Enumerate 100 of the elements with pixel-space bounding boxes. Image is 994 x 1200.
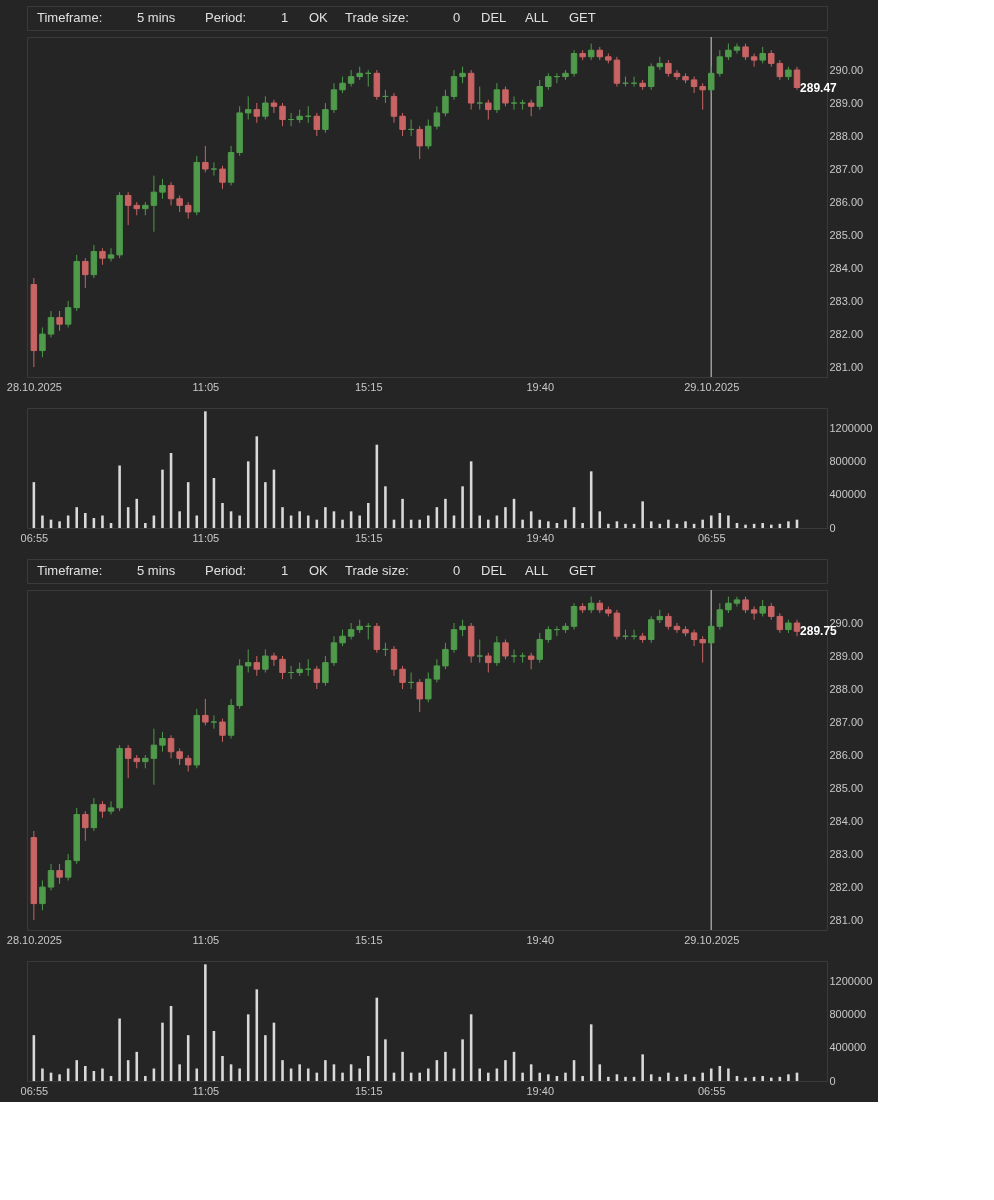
candlestick xyxy=(476,639,483,664)
bar xyxy=(667,1072,670,1081)
bar xyxy=(246,461,250,528)
bar xyxy=(358,1068,361,1081)
candlestick xyxy=(270,99,278,114)
y-tick-label: 289.00 xyxy=(829,96,864,109)
candlestick xyxy=(150,175,158,233)
candlestick xyxy=(476,86,483,111)
y-tick-label: 400000 xyxy=(829,488,867,501)
candlestick xyxy=(373,622,381,654)
candlestick xyxy=(244,648,252,674)
text: Trade size: xyxy=(345,10,409,25)
candlestick xyxy=(167,181,175,206)
candlestick xyxy=(390,92,398,124)
y-tick-label: 400000 xyxy=(829,1041,867,1054)
candlestick xyxy=(699,635,706,664)
text: 5 mins xyxy=(137,563,176,578)
bar xyxy=(306,515,310,528)
candlestick xyxy=(270,652,278,667)
bar xyxy=(709,1068,713,1081)
bar xyxy=(684,521,687,528)
bar xyxy=(144,523,147,528)
y-tick-label: 1200000 xyxy=(829,974,873,987)
x-tick-label: 19:40 xyxy=(526,933,555,946)
text: 0 xyxy=(453,10,461,25)
bar xyxy=(547,521,550,528)
bar xyxy=(641,501,644,528)
bar xyxy=(598,1064,602,1081)
x-tick-label: 28.10.2025 xyxy=(6,933,62,946)
candlestick xyxy=(450,622,458,654)
text: Trade size: xyxy=(345,563,409,578)
candlestick xyxy=(150,728,158,786)
x-tick-label: 06:55 xyxy=(697,1084,726,1097)
y-tick-label: 281.00 xyxy=(829,360,864,373)
bar xyxy=(727,515,730,528)
y-tick-label: 287.00 xyxy=(829,162,864,175)
candlestick xyxy=(502,86,509,107)
bar xyxy=(178,511,181,528)
x-tick-label: 11:05 xyxy=(192,1084,220,1097)
text: OK xyxy=(309,563,329,578)
candlestick xyxy=(210,161,218,177)
bar xyxy=(221,1056,224,1081)
candlestick xyxy=(699,82,706,111)
candlestick xyxy=(390,645,398,677)
candlestick xyxy=(510,648,518,664)
bar xyxy=(384,1039,387,1081)
bar xyxy=(761,523,764,528)
y-tick-label: 283.00 xyxy=(829,294,864,307)
bar xyxy=(709,515,713,528)
candlestick xyxy=(485,99,492,121)
candlestick xyxy=(373,69,381,101)
candlestick xyxy=(219,718,226,743)
y-tick-label: 289.00 xyxy=(829,649,864,662)
candlestick xyxy=(39,879,46,911)
candlestick xyxy=(750,606,758,621)
candlestick xyxy=(793,66,801,91)
candlestick xyxy=(39,326,46,358)
x-tick-label: 19:40 xyxy=(526,1084,555,1097)
bar xyxy=(641,1054,644,1081)
candlestick xyxy=(570,602,578,631)
bar xyxy=(769,1077,773,1081)
candlestick xyxy=(279,102,286,127)
x-tick-label: 19:40 xyxy=(526,380,555,393)
candlestick xyxy=(47,863,55,891)
bar xyxy=(461,1039,464,1081)
x-tick-label: 06:55 xyxy=(697,531,726,544)
bar xyxy=(598,511,602,528)
candlestick xyxy=(262,648,269,674)
x-tick-label: 11:05 xyxy=(192,380,220,393)
bar xyxy=(195,1068,199,1081)
candlestick xyxy=(47,310,55,338)
bar xyxy=(204,964,207,1081)
candlestick xyxy=(56,310,63,332)
bar xyxy=(684,1074,687,1081)
bar xyxy=(264,482,267,528)
bar xyxy=(358,515,361,528)
candlestick xyxy=(82,257,89,289)
candlestick xyxy=(279,655,286,680)
bar xyxy=(101,515,104,528)
candlestick xyxy=(493,82,501,114)
candlestick xyxy=(330,82,338,114)
candlestick xyxy=(313,665,321,690)
candlestick xyxy=(733,596,741,607)
y-tick-label: 285.00 xyxy=(829,781,864,794)
bar xyxy=(521,1072,524,1081)
y-tick-label: 287.00 xyxy=(829,715,864,728)
bar xyxy=(564,519,567,528)
candlestick xyxy=(442,89,449,117)
bar xyxy=(238,1068,241,1081)
candlestick xyxy=(502,639,509,660)
y-tick-label: 283.00 xyxy=(829,847,864,860)
bar xyxy=(701,1072,704,1081)
x-tick-label: 11:05 xyxy=(192,933,220,946)
text: GET xyxy=(569,10,596,25)
candlestick xyxy=(399,665,406,690)
candlestick xyxy=(493,635,501,667)
candlestick xyxy=(510,95,518,111)
candlestick xyxy=(244,95,252,121)
bar xyxy=(787,521,790,528)
bar xyxy=(624,523,627,528)
